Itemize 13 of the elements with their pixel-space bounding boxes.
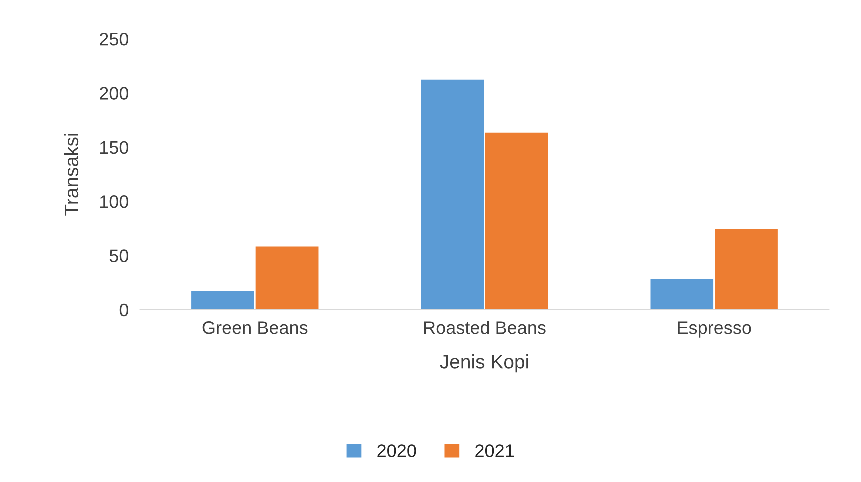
y-tick-label: 50 xyxy=(110,250,129,262)
y-tick-label: 200 xyxy=(100,87,129,100)
y-tick-label: 150 xyxy=(100,141,129,154)
y-tick-label: 250 xyxy=(100,32,129,46)
y-tick-label: 0 xyxy=(120,304,129,317)
legend-label: 2021 xyxy=(476,444,514,458)
x-tick-label: Espresso xyxy=(678,322,752,338)
x-tick-label: Roasted Beans xyxy=(424,321,546,334)
x-axis-title: Jenis Kopi xyxy=(440,354,528,373)
legend-label: 2020 xyxy=(378,444,416,458)
y-tick-label: 100 xyxy=(100,196,129,208)
x-tick-label: Green Beans xyxy=(202,322,308,334)
y-axis-title: Transaksi xyxy=(64,134,79,216)
